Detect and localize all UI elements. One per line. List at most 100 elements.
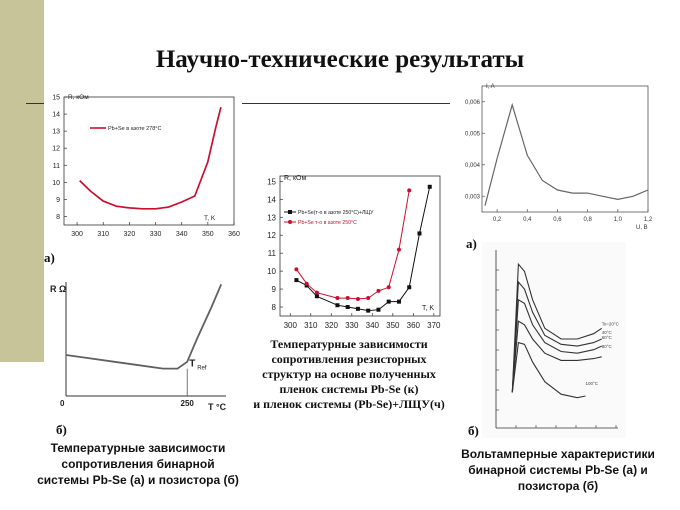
y-tick-label: 13 [267, 213, 276, 222]
y-tick-label: 10 [52, 180, 60, 187]
y-axis-label: R Ω [50, 284, 66, 294]
x-tick-label: 330 [345, 321, 359, 330]
x-tick-label: 0,4 [523, 217, 532, 223]
x-axis-label: T, K [422, 305, 434, 312]
x-tick-label: 1,0 [614, 217, 623, 223]
series-line [511, 320, 602, 393]
chart-panel-right-a: 0,2 0,4 0,6 0,8 1,0 1,2 0,003 0,004 0,005 0,006 I,… [452, 78, 654, 236]
data-point [294, 278, 299, 283]
y-tick-label: 0,003 [465, 194, 481, 200]
data-point [314, 290, 319, 295]
data-point [345, 296, 350, 301]
y-axis-label: R, кОм [284, 175, 306, 182]
series-line [295, 190, 410, 300]
series-line [65, 283, 223, 370]
curve-label: 40°С [602, 330, 613, 335]
series-line [511, 262, 603, 393]
chart-center: 300 310 320 330 340 350 360 370 8 9 10 11 12 13 14 15 R,… [267, 175, 441, 330]
y-tick-label: 8 [272, 303, 277, 312]
x-tick-label: 350 [386, 321, 400, 330]
slide-title: Научно-технические результаты [155, 46, 525, 73]
x-tick-label: 370 [427, 321, 441, 330]
data-point [396, 247, 401, 252]
y-tick-label: 10 [267, 267, 276, 276]
caption-center-line: сопротивления резисторных [271, 352, 427, 366]
y-tick-label: 11 [268, 249, 277, 258]
legend-marker [288, 220, 292, 224]
legend-entry: Pb+Se в азоте 278°С [108, 126, 161, 132]
data-point [355, 296, 360, 301]
x-tick-label: 310 [97, 231, 109, 238]
series-line [79, 106, 222, 210]
data-point [355, 306, 360, 311]
caption-left-line: Температурные зависимости [50, 441, 226, 455]
x-tick-label: 1,2 [644, 217, 653, 223]
data-point [407, 285, 412, 290]
chart-b-left: R Ω T °C 0 250 T Ref [50, 282, 227, 412]
data-point [345, 305, 350, 310]
x-tick-label: 340 [366, 321, 380, 330]
plot-frame [279, 175, 441, 317]
tref-subscript: Ref [197, 365, 207, 371]
caption-left-line: системы Pb-Se (а) и позистора (б) [37, 473, 239, 487]
label-a-left: а) [44, 250, 55, 265]
y-tick-label: 0,004 [465, 163, 481, 169]
x-tick-label: 300 [71, 231, 83, 238]
data-point [314, 294, 319, 299]
data-point [407, 188, 412, 193]
y-tick-label: 9 [272, 285, 277, 294]
caption-center-line: пленок системы Pb-Se (к) [279, 382, 419, 396]
caption-center: Температурные зависимости сопротивления … [238, 337, 460, 412]
x-tick-label: 360 [228, 231, 240, 238]
y-tick-label: 0,005 [465, 131, 481, 137]
label-a-right: а) [466, 236, 477, 251]
x-tick-label: 0,2 [493, 217, 502, 223]
caption-center-line: структур на основе полученных [262, 367, 436, 381]
x-axis-label: U, B [636, 225, 648, 231]
x-tick-label: 0,6 [553, 217, 562, 223]
y-tick-label: 14 [267, 195, 276, 204]
series-line [511, 298, 602, 393]
x-tick-label: 350 [202, 231, 214, 238]
data-point [366, 308, 371, 313]
label-b-left: б) [56, 422, 67, 437]
y-tick-label: 11 [53, 163, 60, 170]
legend-entry: Pb+Se(т-о в азоте 250°С)+ЛЩУ [298, 210, 374, 216]
x-tick-label: 0 [60, 399, 65, 408]
plot-frame [481, 85, 649, 213]
legend-marker [288, 210, 292, 214]
label-b-right: б) [468, 423, 479, 438]
chart-right-b: Тк=20°С 40°С60°С 80°С 100°С [495, 250, 620, 429]
y-tick-label: 8 [56, 214, 60, 221]
y-tick-label: 12 [52, 146, 60, 153]
caption-left: Температурные зависимости сопротивления … [20, 440, 256, 488]
data-point [376, 288, 381, 293]
legend-entry: Pb+Se т-о в азоте 250°С [298, 220, 357, 226]
caption-right-line: Вольтамперные характеристики [461, 447, 655, 461]
data-point [366, 296, 371, 301]
curve-label: 100°С [585, 381, 598, 386]
data-point [335, 296, 340, 301]
data-point [386, 299, 391, 304]
curve-label: 80°С [602, 344, 613, 349]
caption-center-line: и пленок системы (Pb-Se)+ЛЩУ(ч) [253, 397, 445, 411]
x-tick-label: 320 [124, 231, 136, 238]
data-point [376, 307, 381, 312]
data-point [396, 299, 401, 304]
x-tick-label: 250 [181, 399, 195, 408]
y-tick-label: 12 [267, 231, 276, 240]
data-point [386, 285, 391, 290]
x-axis-label: T °C [208, 402, 227, 412]
chart-panel-center: 300 310 320 330 340 350 360 370 8 9 10 11 12 13 14 15 R,… [260, 168, 448, 336]
series-line [484, 102, 649, 206]
caption-right-line: позистора (б) [517, 479, 599, 493]
y-tick-label: 15 [52, 95, 60, 102]
chart-right-a: 0,2 0,4 0,6 0,8 1,0 1,2 0,003 0,004 0,005 0,006 I,… [465, 84, 653, 231]
tref-label: T [189, 358, 195, 369]
y-tick-label: 0,006 [465, 100, 481, 106]
chart-panel-a-left: 300 310 320 330 340 350 360 8 9 10 11 12 13 14 15 R, кО… [44, 89, 242, 249]
x-axis-label: T, K [204, 215, 216, 222]
slide-side-bar [0, 0, 44, 362]
y-tick-label: 9 [56, 197, 60, 204]
caption-right-line: бинарной системы Pb-Se (а) и [468, 463, 648, 477]
